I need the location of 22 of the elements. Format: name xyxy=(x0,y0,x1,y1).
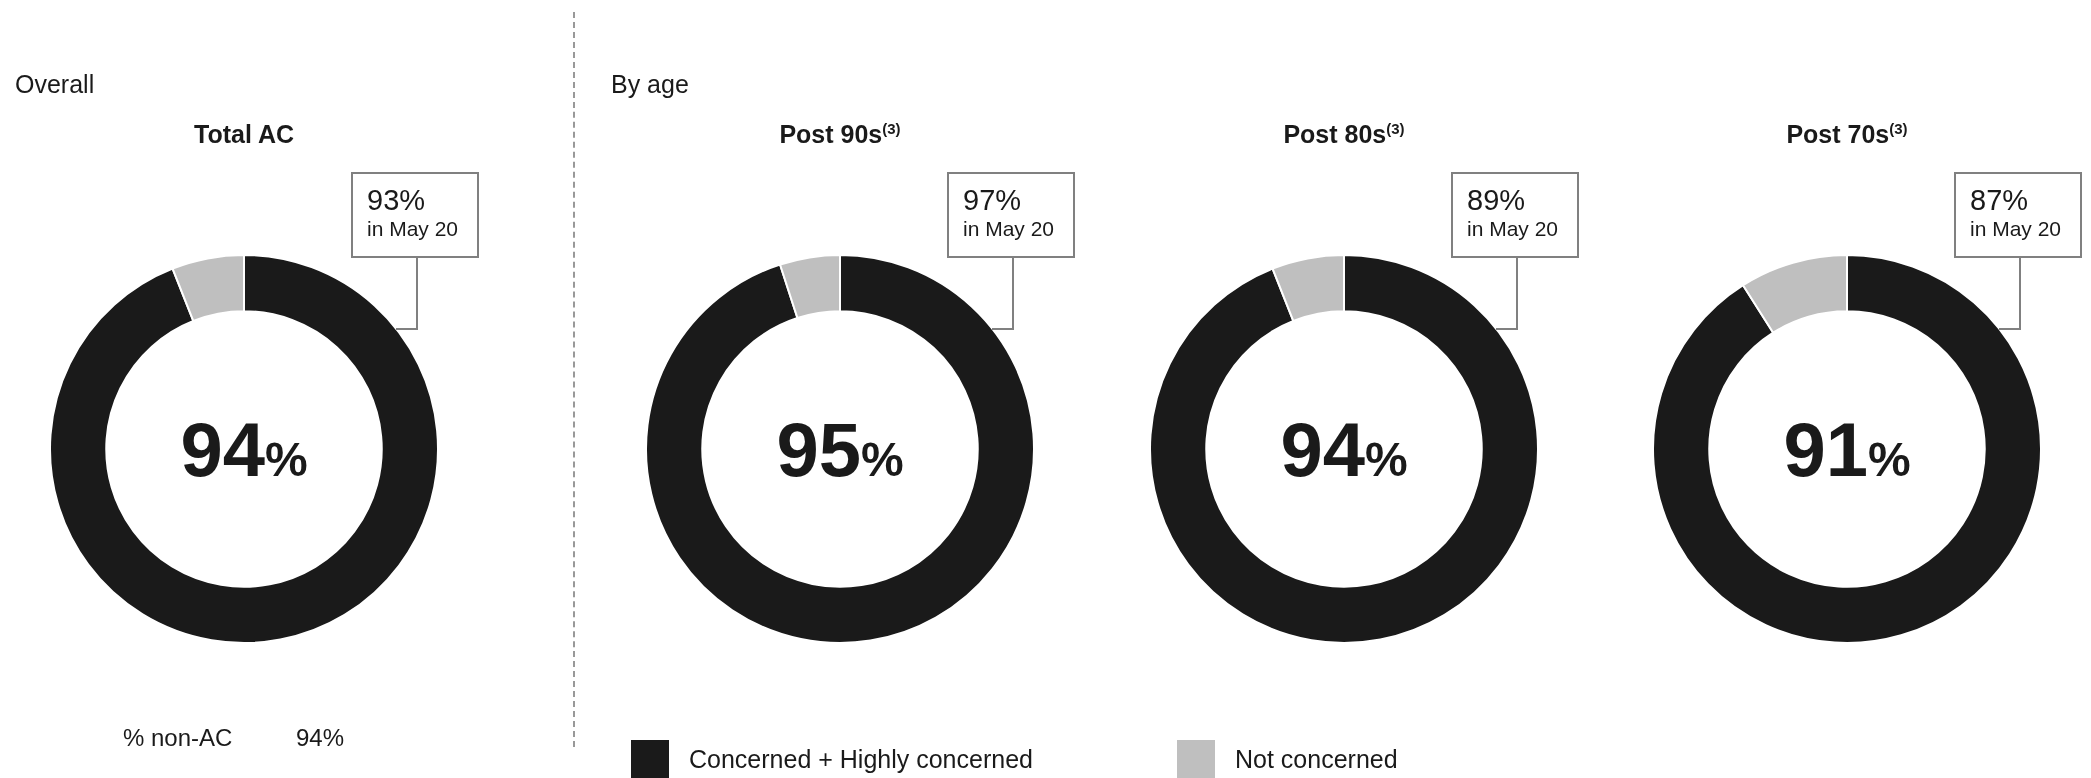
legend-label: Concerned + Highly concerned xyxy=(689,744,1033,774)
text: 94% xyxy=(1280,406,1408,492)
text: 93% xyxy=(367,184,427,216)
text: 95% xyxy=(776,406,904,492)
text: 87% xyxy=(1970,184,2030,216)
text: in May 20 xyxy=(367,216,460,242)
legend-label: Not concerned xyxy=(1235,744,1398,774)
text: in May 20 xyxy=(1970,216,2063,242)
text: 94% xyxy=(180,406,308,492)
chart-title: Post 80s$^{(3)}$ xyxy=(1283,120,1405,150)
chart-subtitle: Overall xyxy=(15,70,95,99)
chart-title: Post 90s$^{(3)}$ xyxy=(779,120,901,150)
text: in May 20 xyxy=(963,216,1056,242)
text: 97% xyxy=(963,184,1023,216)
text: 89% xyxy=(1467,184,1527,216)
text: in May 20 xyxy=(1467,216,1560,242)
chart-title: Post 70s$^{(3)}$ xyxy=(1786,120,1908,150)
chart-title: Total AC xyxy=(194,120,294,149)
chart-subtitle: By age xyxy=(611,70,689,99)
text: 94% xyxy=(296,724,345,752)
text: % non-AC xyxy=(123,724,233,752)
text: 91% xyxy=(1783,406,1911,492)
